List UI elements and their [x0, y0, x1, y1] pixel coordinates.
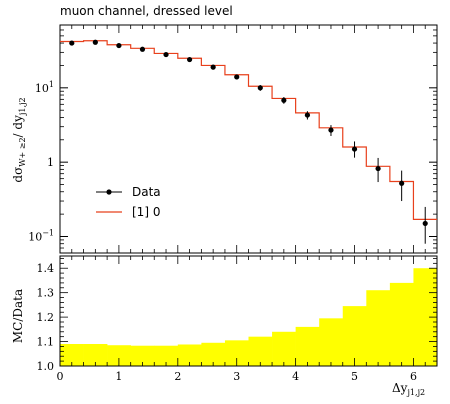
ratio-band-bin — [389, 282, 414, 366]
ratio-y-tick-label: 1.1 — [37, 336, 55, 349]
main-frame — [59, 24, 438, 254]
legend-data-marker — [106, 189, 112, 195]
data-point — [375, 165, 381, 172]
data-point — [304, 112, 311, 118]
y-tick-label-exponent: 1 — [49, 80, 54, 89]
data-point — [351, 146, 358, 152]
x-tick-label: 4 — [292, 370, 299, 383]
y-tick-label-exponent: −1 — [42, 229, 54, 238]
legend-label-data: Data — [132, 185, 161, 199]
data-point — [92, 39, 98, 45]
x-tick-label: 0 — [57, 370, 64, 383]
ratio-band-bin — [154, 345, 179, 366]
ratio-band-bin — [248, 336, 273, 366]
mc-step-line — [60, 40, 437, 220]
data-point — [186, 56, 193, 63]
x-tick-label: 2 — [174, 370, 181, 383]
data-point — [257, 85, 263, 91]
chart-title: muon channel, dressed level — [60, 4, 233, 18]
y-tick-label: 10−1 — [28, 229, 54, 244]
ratio-panel: 1.0 1.1 1.2 1.3 1.4 0 1 2 3 4 5 6 — [37, 255, 438, 383]
y-tick-label: 101 — [35, 80, 54, 95]
ratio-band-bin — [295, 326, 320, 366]
data-point — [69, 40, 75, 46]
data-point — [281, 97, 287, 103]
ratio-y-tick-label: 1.4 — [37, 262, 55, 275]
ratio-y-axis-label: MC/Data — [11, 289, 25, 343]
ratio-band-bin — [272, 331, 296, 366]
x-tick-label: 3 — [233, 370, 240, 383]
ratio-band-bin — [83, 344, 108, 366]
ratio-band-bin — [130, 345, 155, 366]
x-tick-label: 6 — [410, 370, 417, 383]
y-tick-label: 1 — [47, 156, 54, 169]
ratio-band-bin — [201, 342, 226, 366]
ratio-band-bin — [60, 344, 84, 366]
ratio-band-bin — [177, 344, 202, 366]
ratio-band-bin — [107, 345, 131, 366]
data-point — [328, 127, 334, 133]
ratio-y-tick-label: 1.2 — [37, 311, 55, 324]
data-point — [139, 46, 146, 52]
ratio-band-bin — [366, 290, 391, 366]
legend-label-mc: [1] 0 — [132, 205, 160, 219]
ratio-y-tick-label: 1.3 — [37, 287, 55, 300]
x-tick-label: 1 — [115, 370, 122, 383]
data-point — [163, 51, 169, 58]
data-point — [234, 74, 240, 80]
data-point — [116, 42, 122, 49]
ratio-band-bin — [342, 306, 367, 366]
ratio-band-bin — [224, 340, 249, 366]
ratio-band-bin — [319, 318, 344, 366]
ratio-y-tick-label: 1.0 — [37, 360, 55, 373]
x-axis-label: Δyj1,j2 — [392, 381, 425, 397]
data-point — [422, 220, 428, 227]
data-point — [399, 180, 405, 186]
data-point — [210, 64, 216, 70]
x-tick-label: 5 — [351, 370, 358, 383]
main-y-axis-label: dσW+ ≥2/ dyj1,j2 — [11, 97, 27, 182]
